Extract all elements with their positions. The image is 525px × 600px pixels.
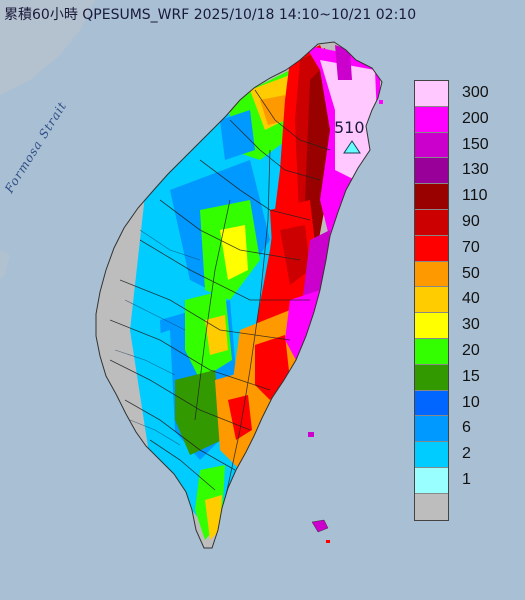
legend-swatch xyxy=(415,235,448,262)
legend-label: 70 xyxy=(462,238,480,256)
legend-swatch xyxy=(415,338,448,365)
legend-label: 300 xyxy=(462,83,489,101)
legend-swatch xyxy=(415,493,448,520)
legend-swatch xyxy=(415,184,448,210)
river-lines xyxy=(114,229,201,446)
legend-swatch xyxy=(415,81,448,107)
legend-swatch xyxy=(415,106,448,133)
legend-swatch xyxy=(415,158,448,185)
legend-swatch xyxy=(415,313,448,339)
legend-label: 40 xyxy=(462,290,480,308)
legend-swatch xyxy=(415,364,448,391)
green-island xyxy=(308,432,314,437)
legend-label: 130 xyxy=(462,161,489,179)
islet-west xyxy=(0,250,10,280)
rainfall-fill xyxy=(96,45,380,540)
legend-label: 2 xyxy=(462,445,471,463)
legend-swatch xyxy=(415,261,448,288)
legend-label: 10 xyxy=(462,393,480,411)
orchid-island xyxy=(311,519,329,533)
legend-label: 150 xyxy=(462,135,489,153)
legend-label: 15 xyxy=(462,367,480,385)
little-orchid-island xyxy=(326,540,330,543)
legend-label: 20 xyxy=(462,341,480,359)
max-location-triangle-icon xyxy=(343,140,361,154)
county-boundaries xyxy=(109,89,331,501)
max-rainfall-value: 510 xyxy=(334,118,365,137)
legend-label: 200 xyxy=(462,109,489,127)
map-title: 累積60小時 QPESUMS_WRF 2025/10/18 14:10~10/2… xyxy=(4,7,417,23)
guishan-island xyxy=(379,100,383,104)
legend-colorbar xyxy=(414,80,449,521)
legend-swatch xyxy=(415,442,448,468)
legend-swatch xyxy=(415,390,448,417)
legend-label: 6 xyxy=(462,419,471,437)
legend-swatch xyxy=(415,209,448,236)
legend-swatch xyxy=(415,132,448,159)
legend-swatch xyxy=(415,416,448,443)
legend-label: 1 xyxy=(462,470,471,488)
legend-label: 50 xyxy=(462,264,480,282)
mainland-coast xyxy=(0,0,95,95)
legend-label: 110 xyxy=(462,187,488,205)
legend-swatch xyxy=(415,287,448,314)
legend-label: 90 xyxy=(462,212,480,230)
legend-label: 30 xyxy=(462,316,480,334)
legend-swatch xyxy=(415,467,448,494)
